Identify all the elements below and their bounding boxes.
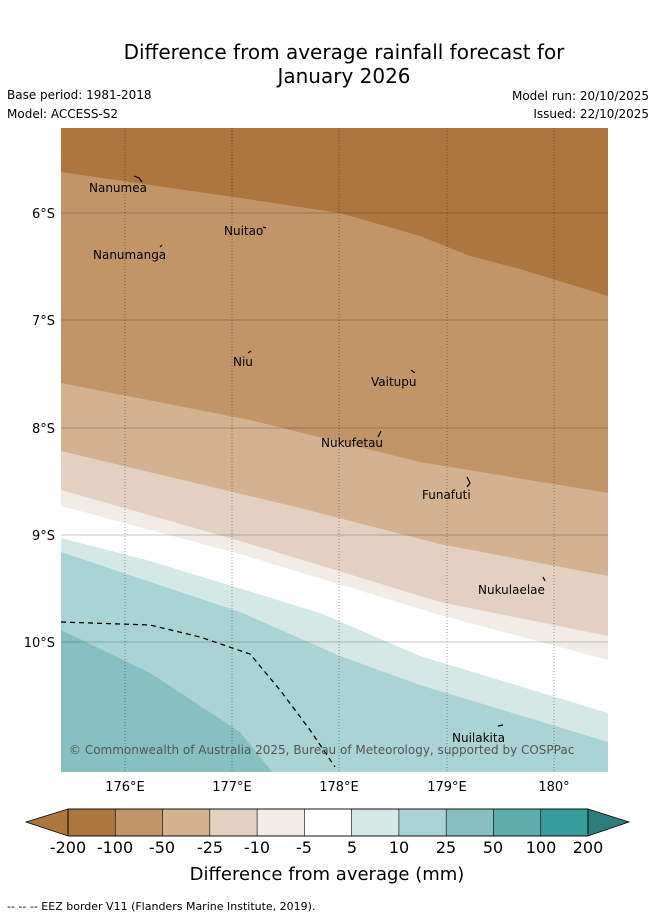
colorbar-left-extension bbox=[24, 808, 69, 837]
colorbar-label: -25 bbox=[197, 838, 223, 857]
x-tick-label: 176°E bbox=[105, 780, 145, 795]
colorbar-cell bbox=[114, 808, 164, 837]
colorbar-label: -10 bbox=[244, 838, 270, 857]
colorbar-cell bbox=[351, 808, 400, 837]
x-axis-ticks: 176°E 177°E 178°E 179°E 180° bbox=[105, 780, 569, 795]
island-label: Nanumanga bbox=[93, 248, 166, 262]
issue-date: Issued: 22/10/2025 bbox=[533, 107, 649, 121]
title-line-2: January 2026 bbox=[277, 64, 411, 88]
chart-title: Difference from average rainfall forecas… bbox=[0, 40, 655, 88]
colorbar-cell bbox=[540, 808, 589, 837]
island-label: Nukufetau bbox=[321, 436, 383, 450]
colorbar-label: -200 bbox=[50, 838, 86, 857]
colorbar-label: 100 bbox=[526, 838, 557, 857]
x-tick-label: 180° bbox=[538, 780, 569, 795]
colorbar-label: -50 bbox=[149, 838, 175, 857]
colorbar-title: Difference from average (mm) bbox=[190, 864, 465, 885]
colorbar-cell bbox=[445, 808, 495, 837]
eez-footnote: -- -- -- EEZ border V11 (Flanders Marine… bbox=[7, 900, 316, 913]
colorbar-label: 50 bbox=[483, 838, 503, 857]
island-label: Niu bbox=[233, 355, 253, 369]
model-run: Model run: 20/10/2025 bbox=[511, 89, 649, 103]
y-tick-label: 10°S bbox=[24, 636, 55, 651]
x-tick-label: 179°E bbox=[427, 780, 467, 795]
colorbar-cell bbox=[256, 808, 305, 837]
y-tick-label: 6°S bbox=[32, 207, 55, 222]
island-label: Nuitao bbox=[224, 224, 263, 238]
title-line-1: Difference from average rainfall forecas… bbox=[123, 40, 565, 64]
colorbar-frame bbox=[67, 808, 589, 837]
colorbar-cell bbox=[67, 808, 116, 837]
x-tick-label: 178°E bbox=[319, 780, 359, 795]
colorbar-cell bbox=[493, 808, 542, 837]
colorbar-cell bbox=[398, 808, 447, 837]
eez-border-line bbox=[61, 621, 336, 768]
model-name: Model: ACCESS-S2 bbox=[7, 107, 119, 121]
island-label: Nukulaelae bbox=[478, 583, 545, 597]
colorbar-label: 200 bbox=[573, 838, 604, 857]
colorbar-cell bbox=[162, 808, 211, 837]
x-tick-label: 177°E bbox=[212, 780, 252, 795]
contour-layer: Nanumea Nuitao Nanumanga Niu Vaitupu Nuk… bbox=[61, 128, 608, 772]
y-tick-label: 8°S bbox=[32, 422, 55, 437]
band-plus-25 bbox=[61, 630, 272, 772]
island-shapes bbox=[133, 175, 546, 727]
island-labels: Nanumea Nuitao Nanumanga Niu Vaitupu Nuk… bbox=[89, 181, 545, 745]
colorbar-label: -5 bbox=[296, 838, 312, 857]
colorbar-cell bbox=[209, 808, 258, 837]
y-tick-label: 9°S bbox=[32, 529, 55, 544]
copyright-notice: © Commonwealth of Australia 2025, Bureau… bbox=[69, 743, 574, 757]
colorbar-cells bbox=[67, 808, 589, 837]
island-label: Funafuti bbox=[422, 488, 471, 502]
island-label: Vaitupu bbox=[371, 375, 417, 389]
lat-gridlines bbox=[61, 212, 608, 643]
island-label: Nanumea bbox=[89, 181, 147, 195]
island-label: Nuilakita bbox=[452, 731, 505, 745]
colorbar-label: -100 bbox=[97, 838, 133, 857]
colorbar-label: 25 bbox=[436, 838, 456, 857]
colorbar-labels: -200 -100 -50 -25 -10 -5 5 10 25 50 100 … bbox=[50, 838, 603, 857]
y-axis-ticks: 6°S 7°S 8°S 9°S 10°S bbox=[24, 207, 55, 651]
lon-gridlines bbox=[124, 128, 555, 772]
colorbar-right-extension bbox=[587, 808, 631, 837]
colorbar: -200 -100 -50 -25 -10 -5 5 10 25 50 100 … bbox=[24, 808, 631, 885]
base-period: Base period: 1981-2018 bbox=[7, 88, 152, 102]
colorbar-label: 5 bbox=[347, 838, 357, 857]
colorbar-cell bbox=[304, 808, 353, 837]
colorbar-label: 10 bbox=[389, 838, 409, 857]
y-tick-label: 7°S bbox=[32, 314, 55, 329]
